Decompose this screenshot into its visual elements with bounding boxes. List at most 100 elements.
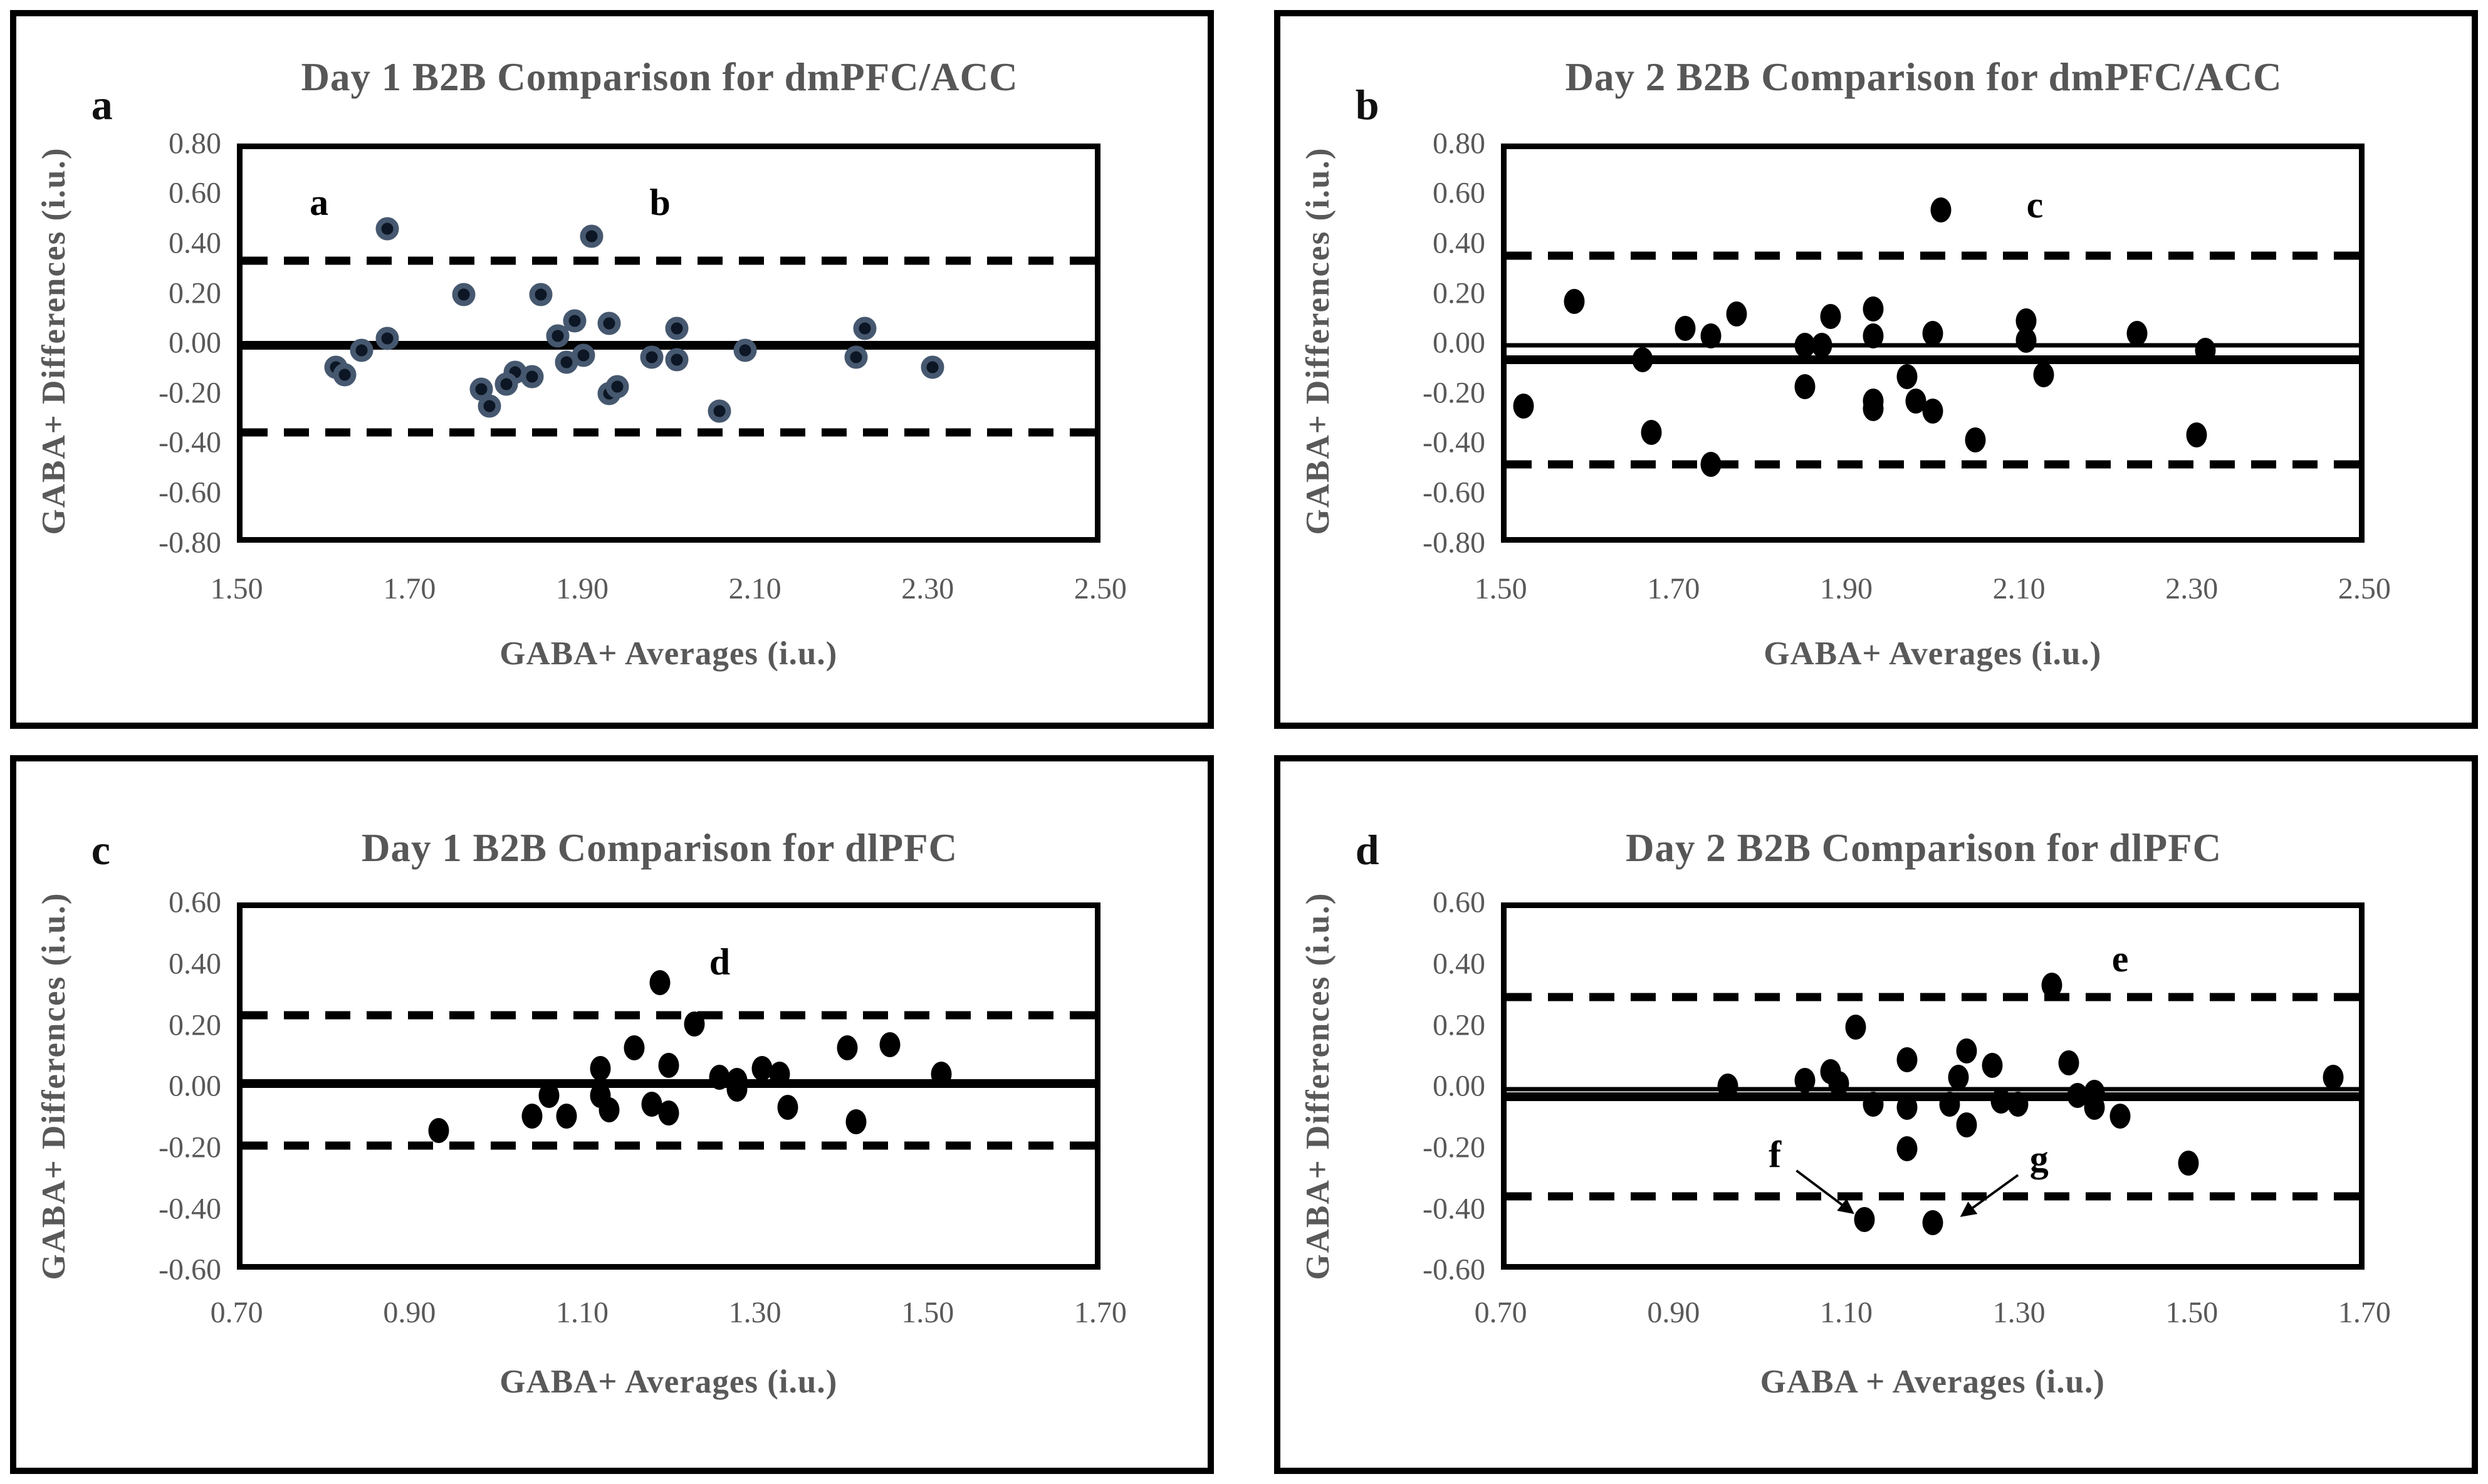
data-point <box>1922 1210 1943 1236</box>
data-point <box>2323 1065 2344 1090</box>
x-tick-label: 1.30 <box>728 1296 781 1329</box>
data-point <box>733 338 757 362</box>
data-point <box>1828 1070 1849 1096</box>
y-tick-label: 0.80 <box>1432 127 1485 160</box>
data-point <box>921 355 944 379</box>
annotation-letter-c: c <box>2026 184 2044 226</box>
y-tick-label: 0.00 <box>168 1069 221 1103</box>
data-point <box>494 372 518 396</box>
data-point <box>1794 374 1816 399</box>
panel-letter: b <box>1355 81 1379 129</box>
data-point <box>2041 973 2062 998</box>
data-point <box>1717 1074 1738 1099</box>
y-tick-label: 0.40 <box>1432 226 1485 260</box>
x-tick-label: 1.50 <box>2165 1296 2219 1329</box>
data-point <box>845 1109 867 1135</box>
panel-day1-dlpfc: c Day 1 B2B Comparison for dlPFC GABA+ D… <box>10 755 1214 1474</box>
y-tick-label: 0.20 <box>168 276 221 310</box>
annotation-letter-f: f <box>1769 1134 1782 1176</box>
data-point <box>1863 1091 1884 1117</box>
data-point <box>1641 420 1662 446</box>
data-point <box>1939 1091 1960 1117</box>
y-tick-label: -0.60 <box>158 1253 221 1287</box>
data-point <box>624 1035 645 1060</box>
y-tick-label: 0.20 <box>168 1008 221 1042</box>
x-tick-label: 1.90 <box>555 572 609 605</box>
data-point <box>375 217 399 241</box>
panel-letter: d <box>1355 826 1379 874</box>
data-point <box>2186 422 2207 448</box>
mean-line <box>242 1079 1095 1088</box>
x-tick-label: 1.50 <box>1474 572 1527 605</box>
x-tick-label: 1.70 <box>2338 1296 2391 1329</box>
data-point <box>350 338 374 362</box>
y-tick-label: 0.00 <box>1432 1069 1485 1103</box>
data-point <box>1820 303 1841 329</box>
y-tick-label: 0.40 <box>1432 947 1485 981</box>
data-point <box>2058 1050 2079 1075</box>
lower-loa-line <box>1506 460 2359 469</box>
data-point <box>555 350 578 374</box>
data-point <box>1982 1053 2003 1079</box>
data-point <box>2033 362 2054 387</box>
data-point <box>1922 320 1943 346</box>
mean-line <box>1506 355 2359 365</box>
x-tick-label: 1.50 <box>901 1296 954 1329</box>
y-tick-label: 0.20 <box>1432 276 1485 310</box>
y-axis-tick-labels: 0.60 0.40 0.20 0.00 -0.20 -0.40 -0.60 <box>16 886 221 1287</box>
mean-line <box>1506 1092 2359 1101</box>
data-point <box>556 1103 577 1129</box>
annotation-arrow <box>1795 1169 1854 1215</box>
y-tick-label: -0.60 <box>158 476 221 509</box>
x-tick-label: 0.90 <box>383 1296 436 1329</box>
data-point <box>1726 301 1747 327</box>
data-point <box>478 394 501 418</box>
y-tick-label: -0.80 <box>1422 526 1485 560</box>
x-tick-label: 1.30 <box>1992 1296 2046 1329</box>
x-axis-tick-labels: 0.70 0.90 1.10 1.30 1.50 1.70 <box>1475 1295 2391 1333</box>
annotation-arrow <box>1960 1174 2019 1218</box>
data-point <box>333 363 357 386</box>
data-point <box>879 1032 901 1058</box>
x-tick-label: 1.10 <box>1819 1296 1873 1329</box>
data-point <box>597 311 621 335</box>
x-tick-label: 0.90 <box>1647 1296 1700 1329</box>
data-point <box>931 1062 952 1087</box>
data-point <box>1675 316 1696 342</box>
data-point <box>1948 1065 1969 1090</box>
y-tick-label: -0.20 <box>1422 376 1485 410</box>
data-point <box>1896 1047 1918 1072</box>
data-point <box>640 345 664 369</box>
y-tick-label: 0.00 <box>1432 326 1485 360</box>
data-point <box>649 969 671 995</box>
y-tick-label: 0.20 <box>1432 1008 1485 1042</box>
data-point <box>1854 1207 1875 1233</box>
y-tick-label: -0.40 <box>1422 1192 1485 1226</box>
data-point <box>1564 289 1585 315</box>
x-tick-label: 1.90 <box>1819 572 1873 605</box>
data-point <box>2007 1091 2029 1117</box>
data-point <box>1845 1014 1866 1040</box>
y-axis-tick-labels: 0.60 0.40 0.20 0.00 -0.20 -0.40 -0.60 <box>1280 886 1485 1287</box>
x-axis-title: GABA + Averages (i.u.) <box>1760 1364 2105 1401</box>
data-point <box>2178 1151 2199 1176</box>
y-tick-label: -0.20 <box>1422 1131 1485 1164</box>
data-point <box>2109 1103 2131 1129</box>
x-axis-title: GABA+ Averages (i.u.) <box>1764 635 2102 672</box>
data-point <box>684 1011 705 1037</box>
y-tick-label: 0.60 <box>1432 886 1485 919</box>
data-point <box>2195 337 2216 363</box>
data-point <box>1863 296 1884 322</box>
y-tick-label: 0.40 <box>168 226 221 260</box>
annotation-letter-b: b <box>649 181 671 223</box>
data-point <box>726 1077 748 1102</box>
x-axis-tick-labels: 0.70 0.90 1.10 1.30 1.50 1.70 <box>211 1295 1127 1333</box>
chart-title: Day 1 B2B Comparison for dlPFC <box>361 825 958 870</box>
x-axis-tick-labels: 1.50 1.70 1.90 2.10 2.30 2.50 <box>1475 572 2391 609</box>
y-tick-label: 0.60 <box>168 886 221 919</box>
x-tick-label: 1.70 <box>1647 572 1700 605</box>
data-point <box>1863 323 1884 348</box>
y-tick-label: 0.00 <box>168 326 221 360</box>
data-point <box>1863 395 1884 421</box>
